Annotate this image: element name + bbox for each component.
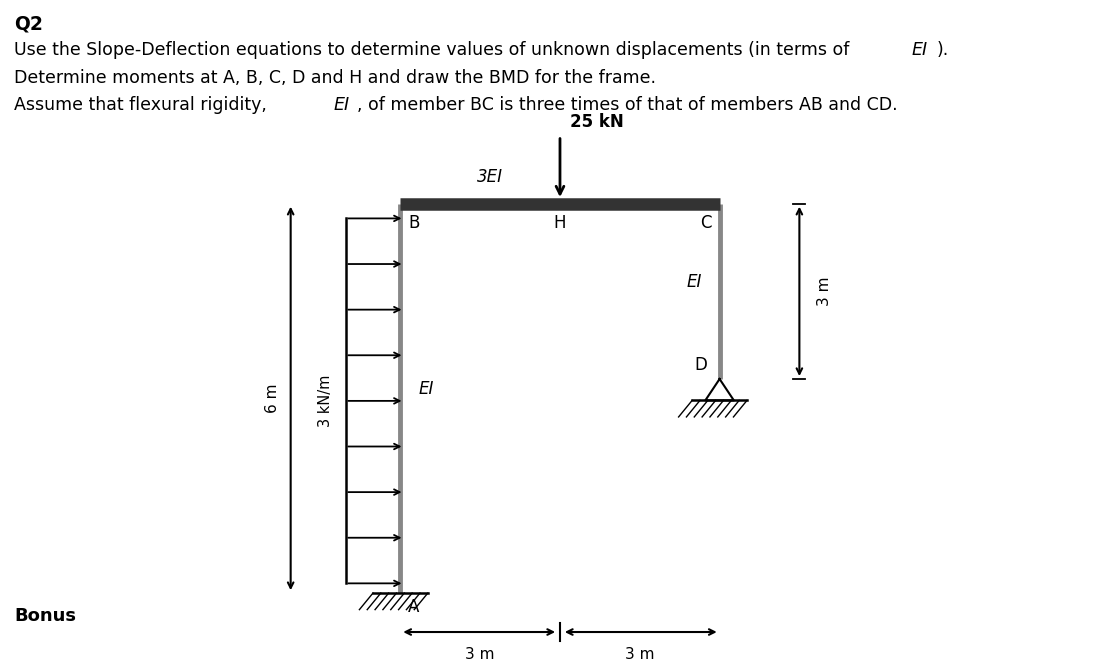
Text: 3 m: 3 m <box>625 646 655 662</box>
Text: 3 m: 3 m <box>465 646 495 662</box>
Text: B: B <box>408 213 420 231</box>
Text: D: D <box>695 356 707 374</box>
Text: Use the Slope-Deflection equations to determine values of unknown displacements : Use the Slope-Deflection equations to de… <box>14 41 855 59</box>
Text: Q2: Q2 <box>14 14 43 33</box>
Text: Determine moments at A, B, C, D and H and draw the BMD for the frame.: Determine moments at A, B, C, D and H an… <box>14 68 656 87</box>
Text: EI: EI <box>686 272 702 290</box>
Text: A: A <box>408 598 420 616</box>
Text: EI: EI <box>334 95 350 114</box>
Text: Bonus: Bonus <box>14 607 77 625</box>
Text: EI: EI <box>418 380 434 398</box>
Text: Assume that flexural rigidity,: Assume that flexural rigidity, <box>14 95 273 114</box>
Text: C: C <box>700 213 712 231</box>
Text: 3 kN/m: 3 kN/m <box>319 375 333 427</box>
Text: EI: EI <box>911 41 927 59</box>
Text: 25 kN: 25 kN <box>569 113 624 131</box>
Text: 3 m: 3 m <box>817 276 832 306</box>
Text: 3EI: 3EI <box>477 168 503 186</box>
Text: ).: ). <box>937 41 949 59</box>
Text: 6 m: 6 m <box>265 384 280 413</box>
Text: , of member BC is three times of that of members AB and CD.: , of member BC is three times of that of… <box>357 95 898 114</box>
Text: H: H <box>554 213 566 231</box>
